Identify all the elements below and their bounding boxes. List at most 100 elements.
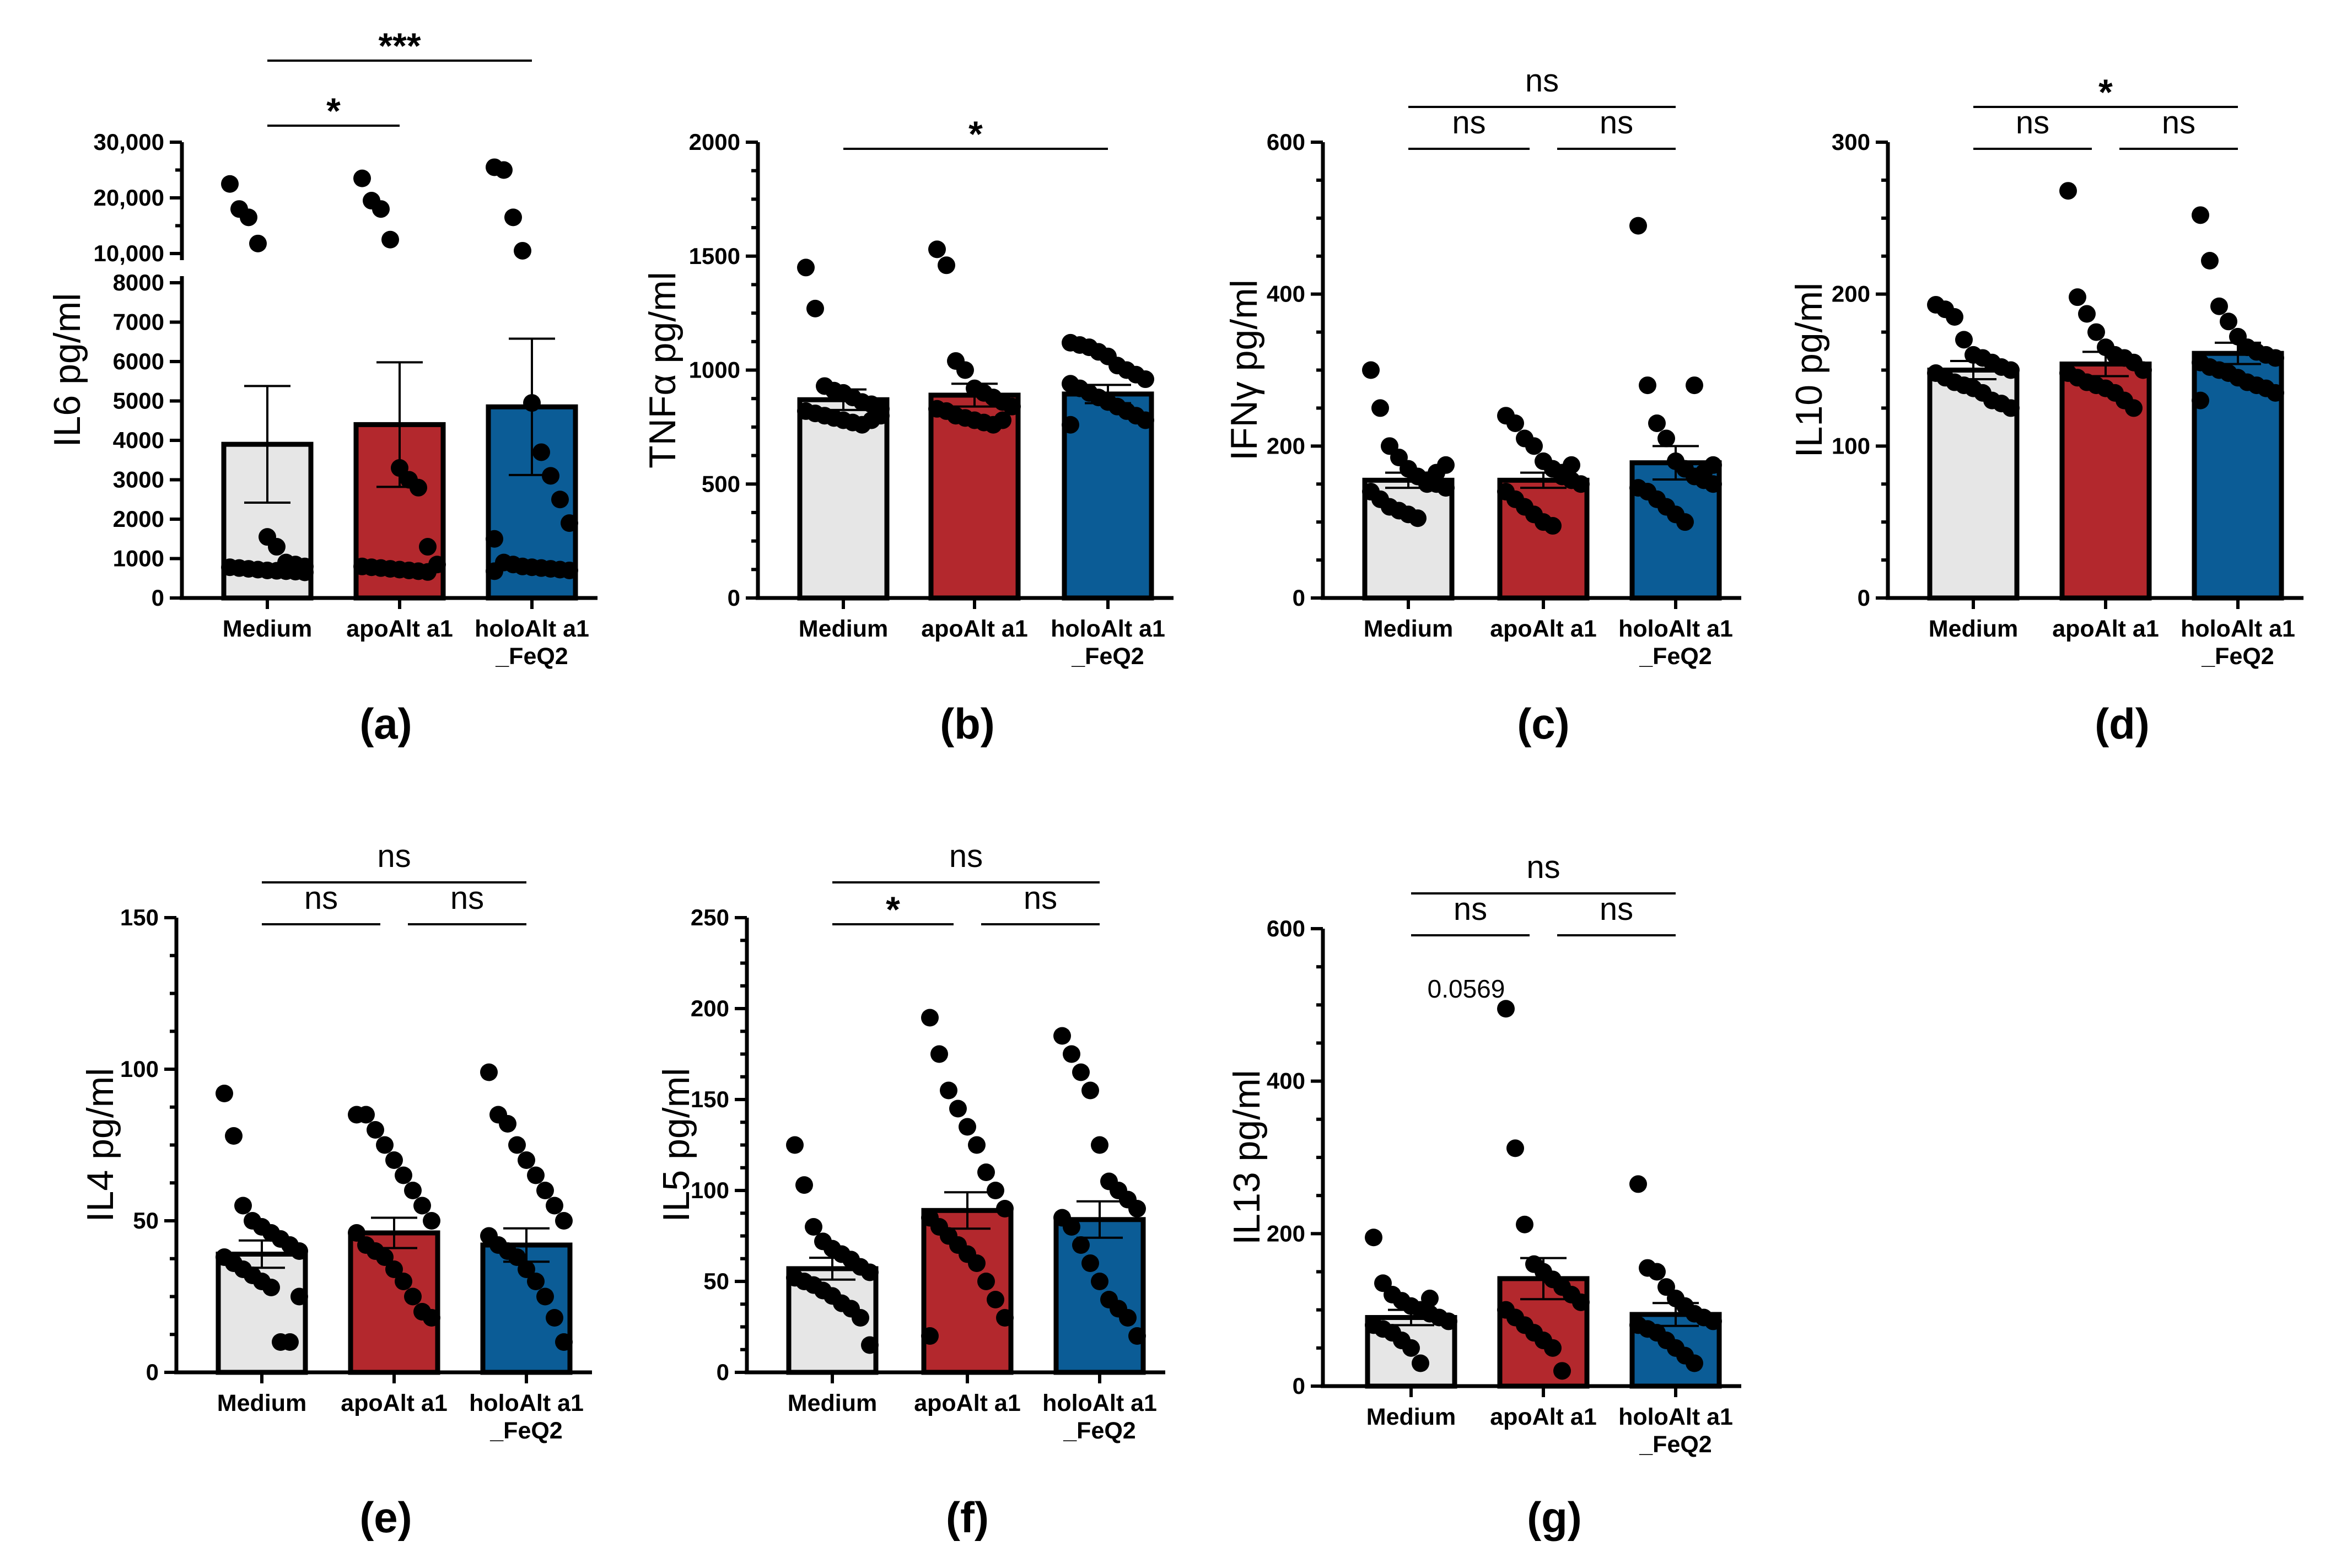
data-point [1440,1312,1457,1330]
data-point [949,1100,967,1118]
significance-label: ns [1600,105,1633,141]
x-tick-label: holoAlt a1 _FeQ2 [1618,1404,1733,1458]
chart-panel-d: 0 100 200 300 IL10 pg/ml Medium apoAlt a1 holoA… [1788,72,2303,748]
data-point [551,491,569,509]
data-point [290,1287,308,1306]
data-point [977,1163,995,1181]
significance-label: ns [1600,891,1633,927]
data-point [391,459,408,477]
data-point [504,208,522,227]
y-tick-label: 0 [728,585,740,611]
data-point [1402,1339,1420,1357]
data-point [2125,399,2143,417]
data-point [1063,1218,1080,1236]
x-tick-label-line: apoAlt a1 [914,1390,1021,1416]
chart-panel-f: 0 50 100 150 200 250 IL5 pg/ml Medium apoAlt a1 h… [655,838,1165,1542]
y-tick-label: 1000 [113,546,164,572]
data-point [1062,416,1079,434]
data-point [561,514,578,532]
data-point [987,1291,1004,1308]
data-point [1437,456,1455,474]
data-point [921,1009,939,1027]
x-tick-label: Medium [1364,616,1453,642]
data-point [419,563,437,581]
y-tick-label: 0 [152,585,164,611]
data-point [1572,1293,1590,1311]
data-point [1119,1309,1137,1327]
data-point [2267,384,2284,402]
data-point [561,561,578,579]
data-point [523,394,541,412]
y-axis-label: TNFα pg/ml [642,272,683,468]
y-tick-label: 4000 [113,427,164,453]
data-point [296,563,314,581]
data-point [1091,1273,1108,1290]
significance-label: ns [2016,105,2049,141]
y-tick-label: 7000 [113,309,164,335]
x-tick-label-line: holoAlt a1 [1618,616,1733,642]
x-tick-label-line: apoAlt a1 [2052,616,2159,642]
panel-label: (d) [2095,699,2150,748]
y-tick-label: 8000 [113,270,164,295]
data-point [1563,456,1580,474]
data-point [1137,370,1154,389]
x-tick-label-line: _FeQ2 [1639,643,1711,670]
bar-0 [797,397,890,601]
data-point [262,1279,280,1296]
data-point [423,1212,440,1230]
data-point [938,256,955,274]
data-point [1955,331,1973,349]
data-point [2201,252,2219,270]
data-point [508,1248,526,1266]
data-point [281,1333,299,1351]
data-point [410,478,427,497]
data-point [514,241,531,260]
data-point [968,1136,986,1154]
data-point [268,538,286,556]
x-tick-label: holoAlt a1 _FeQ2 [1051,616,1165,670]
y-tick-label: 200 [1832,281,1870,307]
data-point [987,1182,1004,1199]
panel-label: (f) [946,1493,989,1542]
x-tick-label: Medium [1366,1404,1456,1430]
y-tick-label: 200 [1267,433,1305,459]
significance-label: ns [1024,880,1057,916]
data-point [861,1263,879,1281]
y-axis-label: IFNγ pg/ml [1223,279,1265,461]
data-point [1081,1081,1099,1100]
data-point [786,1136,804,1154]
data-point [376,1136,394,1154]
x-tick-label-line: Medium [1929,616,2018,642]
significance-label: *** [378,25,421,66]
y-tick-label: 0 [717,1359,729,1385]
y-tick-label: 300 [1832,129,1870,155]
data-point [1437,479,1455,497]
data-point [1553,1362,1571,1380]
y-tick-label: 1000 [689,357,740,383]
data-point [1128,1200,1146,1217]
data-point [1362,361,1380,379]
data-point [536,1182,554,1199]
data-point [2059,182,2077,200]
x-tick-label-line: Medium [217,1390,306,1416]
significance-label: ns [949,838,983,874]
panel-label: (a) [359,699,412,748]
y-axis-label: IL10 pg/ml [1788,283,1830,458]
data-point [2267,349,2284,367]
data-point [385,1260,403,1278]
data-point [806,299,824,317]
data-point [404,1182,422,1199]
x-tick-label-line: holoAlt a1 [1042,1390,1157,1416]
significance-label: ns [1454,891,1487,927]
data-point [872,407,890,425]
data-point [1506,1139,1524,1157]
data-point [413,1197,431,1215]
data-point [518,1260,535,1278]
data-point [555,1212,573,1230]
y-tick-label: 600 [1267,129,1305,155]
data-point [499,1115,516,1133]
x-tick-label: Medium [217,1390,306,1416]
significance-label: ns [2162,105,2195,141]
y-tick-label: 6000 [113,348,164,374]
significance-label: ns [1525,63,1559,99]
